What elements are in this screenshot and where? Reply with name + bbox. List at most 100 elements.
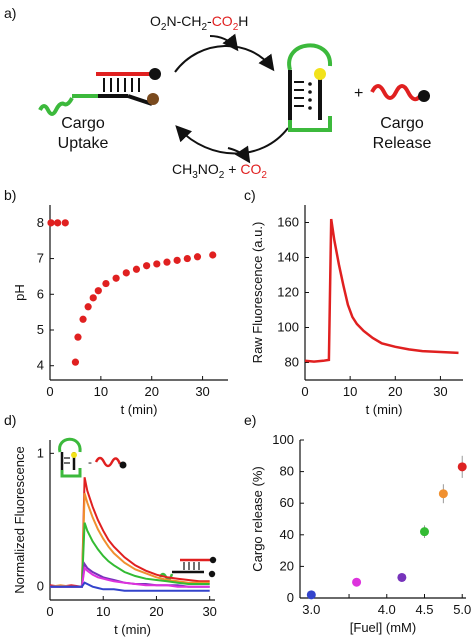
duplex-inset-icon [158, 556, 217, 581]
panel-c-label: c) [244, 187, 256, 203]
forward-arrow [174, 45, 275, 73]
y-axis-label: pH [12, 284, 27, 301]
y-tick-label: 60 [280, 495, 294, 510]
ph-data-point [74, 333, 82, 341]
x-tick-label: 30 [433, 384, 447, 399]
fluorescence-series-line [49, 477, 210, 588]
cargo-uptake-label-2: Uptake [58, 135, 109, 152]
cargo-uptake-label-1: Cargo [61, 115, 105, 132]
plus-sign: + [354, 85, 363, 102]
y-tick-label: 120 [277, 285, 299, 300]
panel-b-label: b) [4, 187, 16, 203]
x-tick-label: 10 [343, 384, 357, 399]
ph-data-point [173, 256, 181, 264]
ph-data-point [94, 287, 102, 295]
x-axis-label: t (min) [114, 622, 151, 637]
ph-data-point [89, 294, 97, 302]
panel-e: e) 3.0 4.0 4.5 5.0 0 20 40 60 80 100 [Fuel] (mM) Ca… [244, 412, 471, 635]
y-tick-label: 160 [277, 215, 299, 230]
panel-d-label: d) [4, 412, 16, 428]
cargo-strand-icon [370, 84, 430, 102]
x-tick-label: 20 [149, 604, 163, 619]
cargo-inset-icon [94, 456, 127, 469]
x-tick-label: 0 [46, 604, 53, 619]
ph-data-point [193, 253, 202, 261]
y-tick-label: 40 [280, 527, 294, 542]
ph-data-point [112, 274, 120, 282]
x-tick-label: 10 [94, 384, 108, 399]
ph-data-point [143, 262, 151, 270]
x-tick-label: 10 [96, 604, 110, 619]
ph-data-point [183, 254, 191, 263]
x-tick-label: 20 [144, 384, 158, 399]
x-tick-label: 3.0 [302, 602, 320, 617]
y-tick-label: 100 [272, 432, 294, 447]
ph-data-point [79, 315, 87, 323]
x-tick-label: 30 [195, 384, 209, 399]
y-tick-label: 80 [280, 464, 294, 479]
x-axis-label: [Fuel] (mM) [350, 620, 416, 635]
panel-d: d) - 0 10 20 3 [4, 412, 217, 637]
minus-sign: - [88, 455, 92, 469]
ph-data-point [132, 265, 141, 273]
y-tick-label: 140 [277, 250, 299, 265]
panel-a: a) O2N-CH2-CO2H CH3NO2 + CO2 [4, 5, 431, 181]
cargo-release-data-point [438, 489, 448, 499]
y-tick-label: 20 [280, 558, 294, 573]
panel-e-label: e) [244, 412, 256, 428]
cargo-release-data-point [352, 577, 362, 587]
ph-data-point [54, 219, 62, 227]
y-tick-label: 0 [37, 579, 44, 594]
cargo-release-data-point [397, 572, 407, 582]
cargo-release-data-point [457, 462, 467, 472]
x-tick-label: 5.0 [453, 602, 471, 617]
x-axis-label: t (min) [366, 402, 403, 417]
cargo-release-label-1: Cargo [380, 115, 424, 132]
cargo-release-data-point [420, 527, 429, 537]
y-tick-label: 7 [37, 251, 44, 266]
y-axis-label: Cargo release (%) [250, 466, 265, 572]
product-out-arrow [227, 145, 251, 164]
panel-a-label: a) [4, 5, 16, 21]
y-tick-label: 6 [37, 286, 44, 301]
x-tick-label: 20 [388, 384, 402, 399]
y-tick-label: 4 [37, 358, 44, 373]
y-tick-label: 8 [37, 215, 44, 230]
cargo-release-label-2: Release [373, 135, 432, 152]
ph-data-point [122, 269, 130, 277]
ph-data-point [153, 260, 161, 268]
y-tick-label: 5 [37, 322, 44, 337]
fluorescence-series-line [50, 565, 210, 588]
ph-data-point [71, 358, 80, 366]
ph-data-point [47, 219, 55, 227]
y-axis-label: Normalized Fluorescence [12, 446, 27, 593]
y-tick-label: 80 [285, 355, 299, 370]
reagent-formula: O2N-CH2-CO2H [150, 13, 248, 33]
ph-data-point [84, 303, 92, 311]
dna-hairpin-icon [287, 43, 333, 132]
hairpin-inset-icon [58, 437, 82, 478]
raw-fluorescence-line [304, 218, 459, 363]
reagent-in-arrow [209, 33, 239, 52]
ph-data-point [61, 219, 69, 227]
x-tick-label: 30 [202, 604, 216, 619]
cargo-release-data-point [306, 590, 316, 600]
x-tick-label: 4.5 [415, 602, 433, 617]
x-tick-label: 4.0 [378, 602, 396, 617]
products-formula: CH3NO2 + CO2 [172, 161, 267, 181]
y-axis-label: Raw Fluorescence (a.u.) [250, 222, 265, 364]
x-tick-label: 0 [46, 384, 53, 399]
panel-c: c) 0 10 20 30 80 100 120 140 160 t (min) Raw Fluor… [244, 187, 463, 417]
fluorescence-series-line [50, 522, 210, 588]
dna-duplex-icon [38, 68, 161, 116]
ph-data-point [163, 258, 171, 266]
ph-data-point [209, 251, 217, 259]
fluorescence-series-line [50, 581, 210, 592]
x-axis-label: t (min) [121, 402, 158, 417]
ph-data-point [102, 279, 110, 288]
panel-b: b) 0 10 20 30 4 5 6 7 8 t (min) pH [4, 187, 228, 417]
y-tick-label: 0 [287, 590, 294, 605]
y-tick-label: 100 [277, 320, 299, 335]
x-tick-label: 0 [301, 384, 308, 399]
